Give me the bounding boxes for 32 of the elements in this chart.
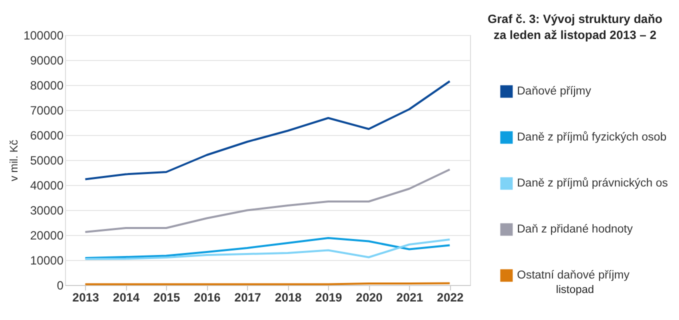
x-tick-label: 2016	[194, 290, 221, 304]
legend-label: Ostatní daňové příjmy	[517, 270, 630, 282]
x-tick-label: 2022	[436, 290, 464, 304]
y-tick-label: 40000	[30, 178, 64, 192]
text: Graf č. 3: Vývoj struktury daňo	[488, 12, 662, 26]
y-tick-label: 90000	[30, 54, 64, 68]
line-series	[84, 80, 451, 180]
y-tick-label: 70000	[30, 104, 64, 118]
x-tick-label: 2014	[112, 290, 140, 304]
y-tick-label: 50000	[30, 154, 64, 168]
x-tick-label: 2013	[72, 290, 100, 304]
y-tick-label: 60000	[30, 128, 64, 142]
x-tick-label: 2021	[396, 290, 424, 304]
y-axis-title: v mil. Kč	[8, 139, 20, 182]
legend-label: Daně z příjmů právnických os	[517, 176, 668, 190]
x-tick-label: 2020	[356, 290, 383, 304]
y-tick-label: 100000	[23, 28, 64, 42]
y-tick-label: 0	[56, 278, 64, 292]
legend-label: Daň z přidané hodnoty	[517, 224, 633, 236]
x-tick-label: 2017	[234, 290, 262, 304]
y-tick-label: 10000	[30, 254, 64, 268]
y-tick-label: 20000	[30, 228, 64, 242]
text: listopad	[556, 284, 594, 296]
legend-label: Daně z příjmů fyzických osob	[517, 130, 667, 144]
line-series	[84, 168, 451, 233]
y-tick-label: 80000	[30, 78, 64, 92]
x-tick-label: 2019	[315, 290, 342, 304]
y-tick-label: 30000	[30, 204, 64, 218]
text: za leden až listopad 2013 – 2	[494, 28, 657, 42]
x-tick-label: 2018	[274, 290, 302, 304]
x-tick-label: 2015	[153, 290, 180, 304]
legend-label: Daňové příjmy	[517, 86, 592, 98]
